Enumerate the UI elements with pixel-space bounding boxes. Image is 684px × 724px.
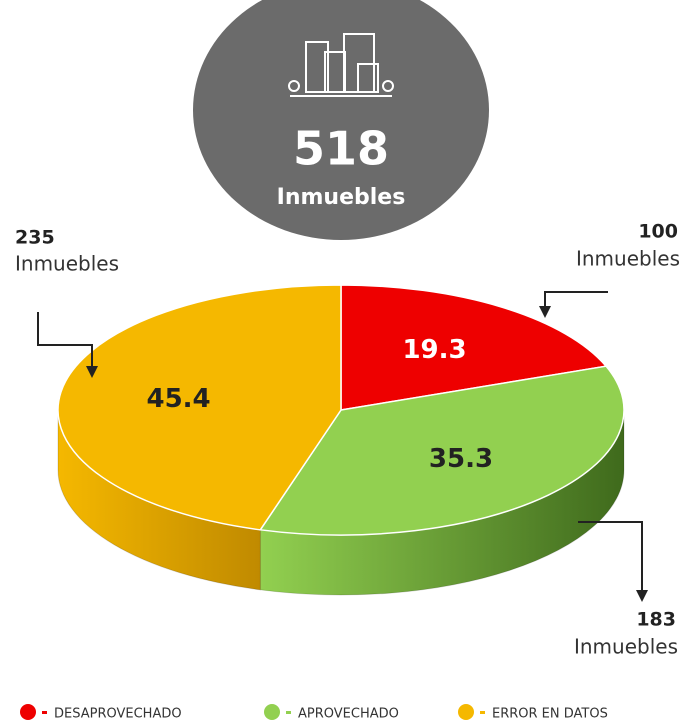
annotation-label: Inmuebles [574,635,678,659]
legend-label: ERROR EN DATOS [492,707,608,722]
slice [259,365,625,536]
legend-dash [286,711,291,714]
slice [340,284,608,411]
annotation-count: 183 [636,609,676,631]
total-value: 518 [293,122,389,176]
legend: DESAPROVECHADO APROVECHADO ERROR EN DATOS [20,704,608,722]
pie: 19.3 35.3 45.4 [57,284,625,596]
legend-label: DESAPROVECHADO [54,707,182,722]
legend-dash [42,711,47,714]
arrow [539,291,608,318]
total-circle [193,0,489,240]
value-label: 45.4 [146,384,210,414]
annotation-count: 100 [638,221,678,243]
value-label: 19.3 [402,335,466,365]
legend-swatch [458,704,474,720]
annotation-label: Inmuebles [576,247,680,271]
arrow [37,312,98,378]
slice [57,284,342,531]
legend-dash [480,711,485,714]
annotation-count: 235 [15,227,55,249]
legend-swatch [264,704,280,720]
arrow [578,521,648,602]
legend-label: APROVECHADO [298,707,399,722]
value-label: 35.3 [429,444,493,474]
total-label: Inmuebles [277,185,406,210]
building-icon [288,33,394,97]
legend-swatch [20,704,36,720]
annotation-label: Inmuebles [15,252,119,276]
